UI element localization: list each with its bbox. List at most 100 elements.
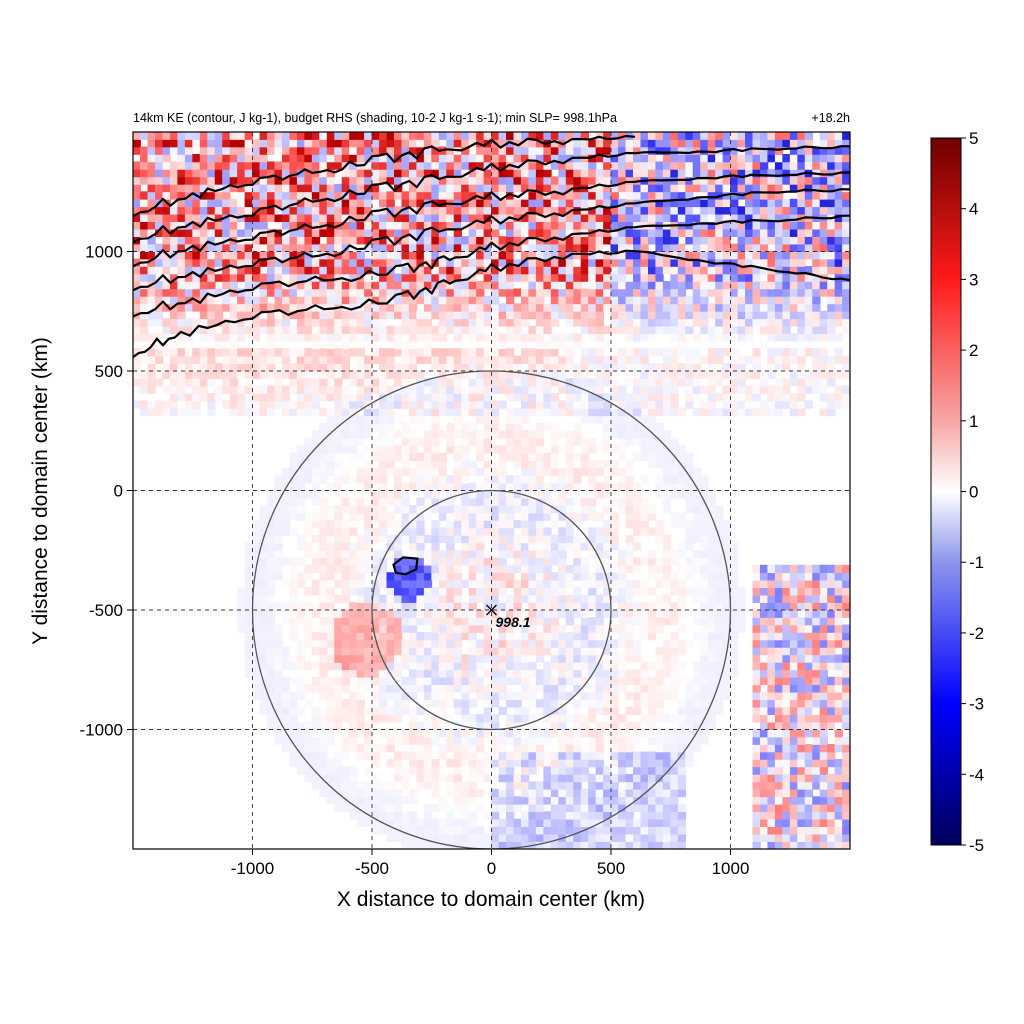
shading-cell <box>289 564 298 574</box>
shading-cell <box>468 594 477 603</box>
shading-cell <box>498 706 507 715</box>
shading-cell <box>498 624 507 633</box>
shading-cell <box>140 325 149 335</box>
shading-cell <box>364 803 373 813</box>
shading-cell <box>304 445 313 454</box>
shading-cell <box>468 833 477 842</box>
shading-cell <box>296 176 306 185</box>
shading-cell <box>379 430 388 439</box>
shading-cell <box>588 168 597 178</box>
shading-cell <box>610 146 619 155</box>
shading-cell <box>633 154 642 163</box>
shading-cell <box>379 497 388 506</box>
shading-cell <box>349 198 358 208</box>
shading-cell <box>296 161 306 170</box>
shading-cell <box>520 228 530 237</box>
shading-cell <box>483 251 492 260</box>
shading-cell <box>408 788 418 798</box>
shading-cell <box>461 684 470 693</box>
shading-cell <box>461 706 470 715</box>
shading-cell <box>461 452 470 462</box>
shading-cell <box>394 773 403 783</box>
shading-cell <box>535 430 545 439</box>
shading-cell <box>311 497 321 506</box>
shading-cell <box>259 579 268 588</box>
shading-cell <box>431 699 440 708</box>
shading-cell <box>640 378 649 387</box>
shading-cell <box>289 206 298 215</box>
shading-cell <box>565 385 575 394</box>
shading-cell <box>304 729 313 738</box>
shading-cell <box>296 460 306 469</box>
shading-cell <box>304 542 313 551</box>
shading-cell <box>311 549 321 559</box>
shading-cell <box>580 407 589 417</box>
shading-cell <box>252 146 261 155</box>
shading-cell <box>356 168 365 178</box>
shading-cell <box>550 310 560 320</box>
shading-cell <box>259 198 268 208</box>
shading-cell <box>237 251 246 260</box>
shading-cell <box>513 669 522 678</box>
shading-cell <box>483 773 492 783</box>
shading-cell <box>401 243 410 252</box>
shading-cell <box>244 213 253 223</box>
shading-cell <box>483 549 492 559</box>
shading-cell <box>259 505 268 514</box>
shading-cell <box>453 325 463 335</box>
shading-cell <box>431 445 440 454</box>
shading-cell <box>550 572 560 581</box>
shading-cell <box>379 632 388 641</box>
shading-cell <box>371 475 380 484</box>
shading-cell <box>281 467 291 476</box>
shading-cell <box>184 325 194 335</box>
shading-cell <box>401 437 410 447</box>
shading-cell <box>349 348 358 357</box>
shading-cell <box>543 684 552 693</box>
shading-cell <box>595 527 604 536</box>
shading-cell <box>416 587 425 596</box>
shading-cell <box>483 527 492 536</box>
shading-cell <box>207 183 216 193</box>
shading-cell <box>453 639 463 648</box>
shading-cell <box>371 497 380 506</box>
shading-cell <box>244 355 253 364</box>
shading-cell <box>192 213 201 223</box>
shading-cell <box>394 706 403 715</box>
shading-cell <box>506 796 515 805</box>
shading-cell <box>640 781 649 790</box>
shading-cell <box>573 198 582 208</box>
shading-cell <box>647 198 657 208</box>
shading-cell <box>222 363 231 372</box>
shading-cell <box>207 132 216 140</box>
shading-cell <box>281 333 291 342</box>
shading-cell <box>610 422 619 432</box>
shading-cell <box>588 534 597 544</box>
shading-cell <box>252 572 261 581</box>
shading-cell <box>386 191 395 200</box>
shading-cell <box>468 355 477 364</box>
shading-cell <box>356 333 365 342</box>
shading-cell <box>349 796 358 805</box>
shading-cell <box>222 139 231 148</box>
shading-cell <box>498 826 507 835</box>
shading-cell <box>222 303 231 312</box>
shading-cell <box>573 841 582 849</box>
shading-cell <box>528 579 537 588</box>
shading-cell <box>326 303 336 312</box>
shading-cell <box>289 617 298 626</box>
shading-cell <box>356 609 365 618</box>
shading-cell <box>610 228 619 237</box>
shading-cell <box>543 258 552 267</box>
shading-cell <box>647 781 657 790</box>
shading-cell <box>483 579 492 588</box>
shading-cell <box>468 325 477 335</box>
shading-cell <box>520 534 530 544</box>
shading-cell <box>177 333 186 342</box>
shading-cell <box>349 310 358 320</box>
shading-cell <box>543 482 552 491</box>
shading-cell <box>311 564 321 574</box>
shading-cell <box>520 161 530 170</box>
shading-cell <box>625 400 634 409</box>
shading-cell <box>416 393 425 402</box>
